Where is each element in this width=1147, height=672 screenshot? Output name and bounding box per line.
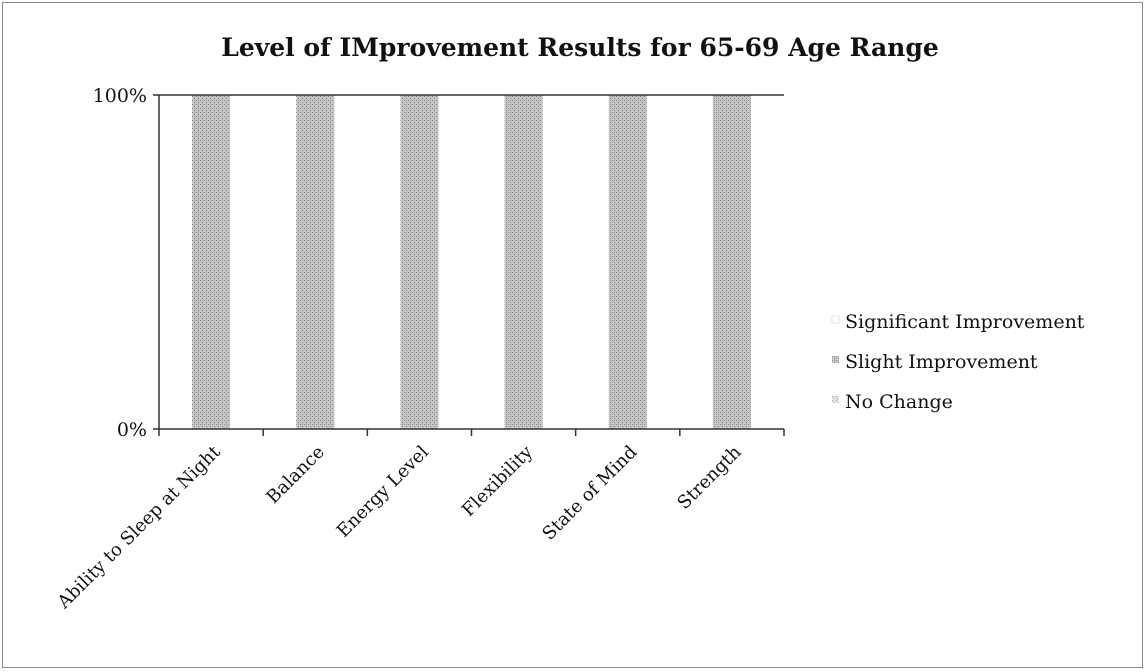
legend-label-1: Slight Improvement	[845, 351, 1038, 373]
bar-4-series-1	[608, 95, 647, 429]
y-tick-label-1: 100%	[93, 85, 147, 107]
bar-5-series-1	[712, 95, 751, 429]
x-tick-label-1: Balance	[262, 442, 328, 508]
chart-title: Level of IMprovement Results for 65-69 A…	[221, 33, 938, 62]
axes-group	[153, 94, 785, 436]
x-tick-label-5: Strength	[673, 441, 745, 513]
legend-label-0: Significant Improvement	[845, 311, 1085, 333]
x-tick-label-2: Energy Level	[333, 442, 433, 542]
x-tick-labels: Ability to Sleep at Night Balance Energy L…	[53, 441, 746, 613]
legend: Significant Improvement Slight Improvemen…	[831, 311, 1085, 413]
legend-swatch-0	[831, 315, 840, 324]
y-tick-label-0: 0%	[117, 419, 147, 441]
bar-3-series-1	[504, 95, 543, 429]
bars-group	[192, 95, 751, 429]
y-tick-labels: 0% 100%	[93, 85, 147, 441]
bar-0-series-1	[192, 95, 231, 429]
legend-label-2: No Change	[845, 391, 953, 413]
x-tick-label-3: Flexibility	[458, 441, 538, 521]
legend-swatch-1	[832, 356, 839, 363]
legend-swatch-2	[832, 396, 839, 403]
x-tick-label-0: Ability to Sleep at Night	[53, 441, 225, 613]
bar-1-series-1	[296, 95, 335, 429]
x-tick-label-4: State of Mind	[538, 442, 641, 545]
bar-2-series-1	[400, 95, 439, 429]
